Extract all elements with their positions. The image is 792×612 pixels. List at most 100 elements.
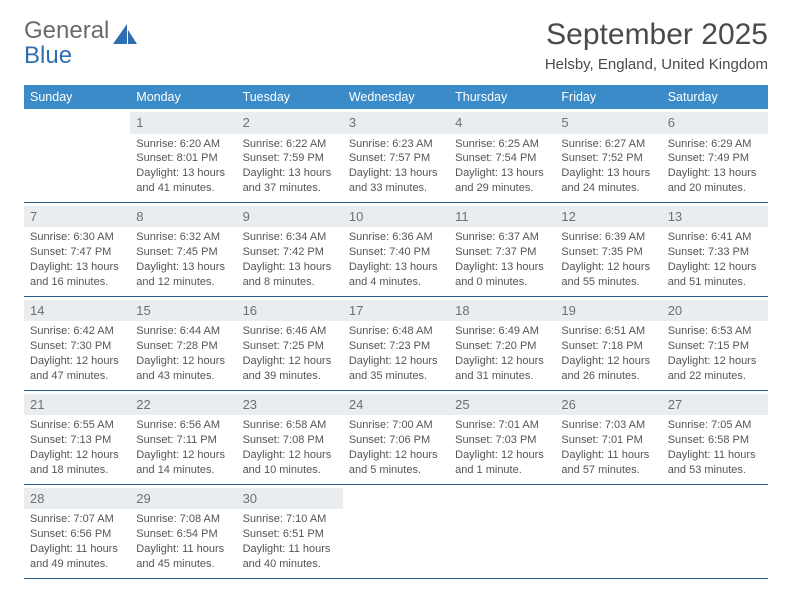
sunset-text: Sunset: 7:03 PM bbox=[455, 433, 549, 448]
sunrise-text: Sunrise: 7:05 AM bbox=[668, 418, 762, 433]
daylight-text: Daylight: 13 hours and 20 minutes. bbox=[668, 166, 762, 196]
day-number bbox=[555, 488, 661, 510]
sunrise-text: Sunrise: 6:49 AM bbox=[455, 324, 549, 339]
day-cell: 7Sunrise: 6:30 AMSunset: 7:47 PMDaylight… bbox=[24, 203, 130, 296]
daylight-text: Daylight: 12 hours and 18 minutes. bbox=[30, 448, 124, 478]
daylight-text: Daylight: 12 hours and 1 minute. bbox=[455, 448, 549, 478]
day-cell: 14Sunrise: 6:42 AMSunset: 7:30 PMDayligh… bbox=[24, 297, 130, 390]
day-number: 19 bbox=[555, 300, 661, 322]
daylight-text: Daylight: 11 hours and 57 minutes. bbox=[561, 448, 655, 478]
sunset-text: Sunset: 6:56 PM bbox=[30, 527, 124, 542]
sunrise-text: Sunrise: 7:00 AM bbox=[349, 418, 443, 433]
sunrise-text: Sunrise: 6:36 AM bbox=[349, 230, 443, 245]
daylight-text: Daylight: 11 hours and 45 minutes. bbox=[136, 542, 230, 572]
day-number: 5 bbox=[555, 112, 661, 134]
day-cell: 1Sunrise: 6:20 AMSunset: 8:01 PMDaylight… bbox=[130, 109, 236, 202]
day-cell: 8Sunrise: 6:32 AMSunset: 7:45 PMDaylight… bbox=[130, 203, 236, 296]
sunset-text: Sunset: 7:45 PM bbox=[136, 245, 230, 260]
sunrise-text: Sunrise: 6:56 AM bbox=[136, 418, 230, 433]
sunrise-text: Sunrise: 7:03 AM bbox=[561, 418, 655, 433]
sunrise-text: Sunrise: 6:39 AM bbox=[561, 230, 655, 245]
day-number bbox=[662, 488, 768, 510]
sunrise-text: Sunrise: 6:46 AM bbox=[243, 324, 337, 339]
day-number: 30 bbox=[237, 488, 343, 510]
sunset-text: Sunset: 7:18 PM bbox=[561, 339, 655, 354]
sunset-text: Sunset: 6:58 PM bbox=[668, 433, 762, 448]
sunset-text: Sunset: 7:28 PM bbox=[136, 339, 230, 354]
day-cell: 30Sunrise: 7:10 AMSunset: 6:51 PMDayligh… bbox=[237, 485, 343, 578]
daylight-text: Daylight: 12 hours and 39 minutes. bbox=[243, 354, 337, 384]
day-cell: 11Sunrise: 6:37 AMSunset: 7:37 PMDayligh… bbox=[449, 203, 555, 296]
sail-icon bbox=[113, 24, 139, 51]
day-number bbox=[24, 112, 130, 134]
sunset-text: Sunset: 7:47 PM bbox=[30, 245, 124, 260]
sunrise-text: Sunrise: 6:58 AM bbox=[243, 418, 337, 433]
title-block: September 2025 Helsby, England, United K… bbox=[545, 18, 768, 73]
day-cell: 22Sunrise: 6:56 AMSunset: 7:11 PMDayligh… bbox=[130, 391, 236, 484]
day-number: 2 bbox=[237, 112, 343, 134]
sunrise-text: Sunrise: 6:34 AM bbox=[243, 230, 337, 245]
weekday-label: Wednesday bbox=[343, 85, 449, 109]
sunset-text: Sunset: 7:13 PM bbox=[30, 433, 124, 448]
day-number: 25 bbox=[449, 394, 555, 416]
day-cell bbox=[24, 109, 130, 202]
daylight-text: Daylight: 13 hours and 12 minutes. bbox=[136, 260, 230, 290]
sunrise-text: Sunrise: 6:48 AM bbox=[349, 324, 443, 339]
sunset-text: Sunset: 8:01 PM bbox=[136, 151, 230, 166]
daylight-text: Daylight: 11 hours and 40 minutes. bbox=[243, 542, 337, 572]
sunrise-text: Sunrise: 6:23 AM bbox=[349, 137, 443, 152]
day-cell: 17Sunrise: 6:48 AMSunset: 7:23 PMDayligh… bbox=[343, 297, 449, 390]
sunset-text: Sunset: 7:49 PM bbox=[668, 151, 762, 166]
day-cell: 13Sunrise: 6:41 AMSunset: 7:33 PMDayligh… bbox=[662, 203, 768, 296]
day-cell: 23 Sunrise: 6:58 AMSunset: 7:08 PMDayligh… bbox=[237, 391, 343, 484]
sunset-text: Sunset: 7:59 PM bbox=[243, 151, 337, 166]
sunrise-text: Sunrise: 6:51 AM bbox=[561, 324, 655, 339]
day-number bbox=[449, 488, 555, 510]
day-number: 22 bbox=[130, 394, 236, 416]
sunset-text: Sunset: 7:01 PM bbox=[561, 433, 655, 448]
header: General Blue September 2025 Helsby, Engl… bbox=[24, 18, 768, 73]
calendar: SundayMondayTuesdayWednesdayThursdayFrid… bbox=[24, 85, 768, 579]
day-number: 18 bbox=[449, 300, 555, 322]
sunrise-text: Sunrise: 6:41 AM bbox=[668, 230, 762, 245]
sunrise-text: Sunrise: 6:30 AM bbox=[30, 230, 124, 245]
weekday-label: Saturday bbox=[662, 85, 768, 109]
sunrise-text: Sunrise: 6:53 AM bbox=[668, 324, 762, 339]
daylight-text: Daylight: 12 hours and 22 minutes. bbox=[668, 354, 762, 384]
day-cell: 3Sunrise: 6:23 AMSunset: 7:57 PMDaylight… bbox=[343, 109, 449, 202]
day-cell: 25Sunrise: 7:01 AMSunset: 7:03 PMDayligh… bbox=[449, 391, 555, 484]
sunrise-text: Sunrise: 6:27 AM bbox=[561, 137, 655, 152]
daylight-text: Daylight: 13 hours and 37 minutes. bbox=[243, 166, 337, 196]
day-cell: 29Sunrise: 7:08 AMSunset: 6:54 PMDayligh… bbox=[130, 485, 236, 578]
day-cell: 2Sunrise: 6:22 AMSunset: 7:59 PMDaylight… bbox=[237, 109, 343, 202]
day-cell: 10Sunrise: 6:36 AMSunset: 7:40 PMDayligh… bbox=[343, 203, 449, 296]
sunset-text: Sunset: 7:33 PM bbox=[668, 245, 762, 260]
day-cell: 20Sunrise: 6:53 AMSunset: 7:15 PMDayligh… bbox=[662, 297, 768, 390]
day-number: 24 bbox=[343, 394, 449, 416]
daylight-text: Daylight: 13 hours and 41 minutes. bbox=[136, 166, 230, 196]
day-number bbox=[343, 488, 449, 510]
sunset-text: Sunset: 7:08 PM bbox=[243, 433, 337, 448]
weekday-label: Monday bbox=[130, 85, 236, 109]
brand-line1: General bbox=[24, 18, 109, 43]
weekday-header: SundayMondayTuesdayWednesdayThursdayFrid… bbox=[24, 85, 768, 109]
weekday-label: Sunday bbox=[24, 85, 130, 109]
day-number: 21 bbox=[24, 394, 130, 416]
daylight-text: Daylight: 12 hours and 14 minutes. bbox=[136, 448, 230, 478]
sunset-text: Sunset: 7:40 PM bbox=[349, 245, 443, 260]
day-cell: 6Sunrise: 6:29 AMSunset: 7:49 PMDaylight… bbox=[662, 109, 768, 202]
sunset-text: Sunset: 7:57 PM bbox=[349, 151, 443, 166]
daylight-text: Daylight: 12 hours and 55 minutes. bbox=[561, 260, 655, 290]
sunset-text: Sunset: 7:25 PM bbox=[243, 339, 337, 354]
sunrise-text: Sunrise: 6:37 AM bbox=[455, 230, 549, 245]
sunset-text: Sunset: 7:23 PM bbox=[349, 339, 443, 354]
sunrise-text: Sunrise: 6:55 AM bbox=[30, 418, 124, 433]
day-cell bbox=[662, 485, 768, 578]
daylight-text: Daylight: 13 hours and 4 minutes. bbox=[349, 260, 443, 290]
daylight-text: Daylight: 12 hours and 10 minutes. bbox=[243, 448, 337, 478]
sunset-text: Sunset: 7:35 PM bbox=[561, 245, 655, 260]
sunrise-text: Sunrise: 6:42 AM bbox=[30, 324, 124, 339]
day-number: 23 bbox=[237, 394, 343, 416]
sunset-text: Sunset: 7:06 PM bbox=[349, 433, 443, 448]
sunset-text: Sunset: 7:20 PM bbox=[455, 339, 549, 354]
